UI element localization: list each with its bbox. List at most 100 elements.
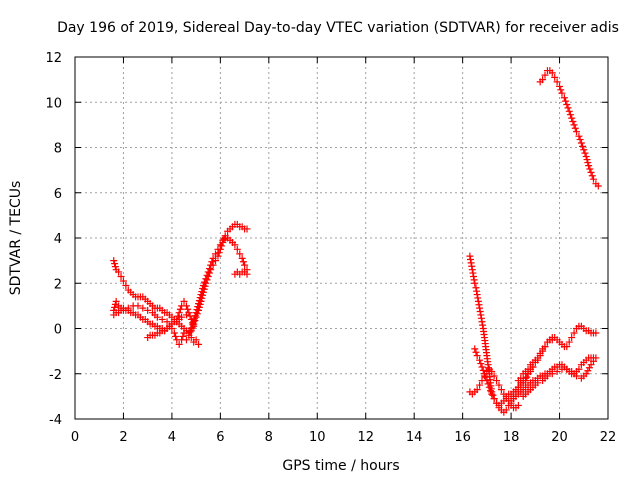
data-point (584, 159, 592, 167)
data-point (153, 313, 161, 321)
x-tick-label: 14 (406, 430, 423, 445)
data-point (117, 272, 125, 280)
data-point (565, 338, 573, 346)
data-point (502, 406, 510, 414)
data-point (514, 401, 522, 409)
data-point (473, 287, 481, 295)
x-tick-label: 16 (454, 430, 471, 445)
data-point (479, 366, 487, 374)
data-point (470, 276, 478, 284)
data-point (482, 373, 490, 381)
data-point (563, 343, 571, 351)
data-point (477, 311, 485, 319)
data-point (119, 277, 127, 285)
data-point (582, 370, 590, 378)
data-point (158, 315, 166, 323)
data-point (199, 282, 207, 290)
y-tick-label: 10 (45, 96, 62, 111)
series-track-j (471, 345, 508, 409)
data-point (489, 391, 497, 399)
data-point (548, 336, 556, 344)
data-point (203, 271, 211, 279)
data-point (541, 343, 549, 351)
data-point (474, 297, 482, 305)
y-tick-label: -2 (49, 368, 62, 383)
data-point (548, 69, 556, 77)
data-point (472, 284, 480, 292)
data-point (469, 269, 477, 277)
data-point (573, 128, 581, 136)
data-point (193, 306, 201, 314)
data-point (111, 263, 119, 271)
data-point (570, 121, 578, 129)
data-point (478, 318, 486, 326)
data-point (564, 104, 572, 112)
y-tick-label: 0 (54, 323, 62, 338)
data-point (111, 260, 119, 268)
data-point (471, 345, 479, 353)
x-tick-label: 20 (551, 430, 568, 445)
data-point (241, 261, 249, 269)
data-point (119, 306, 127, 314)
data-point (139, 304, 147, 312)
data-point (477, 360, 485, 368)
data-point (209, 254, 217, 262)
data-point (239, 258, 247, 266)
data-point (534, 354, 542, 362)
data-point (476, 381, 484, 389)
data-point (539, 76, 547, 84)
data-point (180, 329, 188, 337)
data-point (587, 168, 595, 176)
data-point (184, 305, 192, 313)
data-point (553, 367, 561, 375)
data-point (236, 250, 244, 258)
data-point (182, 336, 190, 344)
data-point (112, 297, 120, 305)
data-point (473, 352, 481, 360)
data-point (186, 328, 194, 336)
data-point (543, 372, 551, 380)
data-point (208, 258, 216, 266)
y-tick-label: 6 (54, 187, 62, 202)
data-point (575, 132, 583, 140)
data-point (207, 261, 215, 269)
x-tick-label: 0 (71, 430, 79, 445)
data-point (490, 372, 498, 380)
data-point (563, 101, 571, 109)
data-point (134, 302, 142, 310)
data-point (569, 117, 577, 125)
data-point (474, 294, 482, 302)
data-point (570, 329, 578, 337)
data-point (541, 71, 549, 79)
data-point (592, 329, 600, 337)
x-tick-label: 8 (265, 430, 273, 445)
data-point (497, 386, 505, 394)
data-point (172, 332, 180, 340)
data-point (468, 262, 476, 270)
x-tick-label: 18 (503, 430, 520, 445)
data-point (556, 82, 564, 90)
x-axis-label: GPS time / hours (282, 458, 399, 474)
data-point (585, 364, 593, 372)
data-point (188, 324, 196, 332)
y-tick-label: 4 (54, 232, 62, 247)
data-point (584, 367, 592, 375)
data-point (467, 255, 475, 263)
data-point (488, 390, 496, 398)
data-point (144, 306, 152, 314)
data-points (110, 67, 602, 416)
series-track-c (110, 302, 190, 328)
data-point (231, 241, 239, 249)
data-point (124, 304, 132, 312)
data-point (557, 86, 565, 94)
x-tick-label: 10 (309, 430, 326, 445)
data-point (468, 266, 476, 274)
data-point (579, 142, 587, 150)
data-point (216, 241, 224, 249)
data-point (199, 285, 207, 293)
data-point (111, 300, 119, 308)
data-point (476, 356, 484, 364)
data-point (115, 268, 123, 276)
data-point (170, 329, 178, 337)
